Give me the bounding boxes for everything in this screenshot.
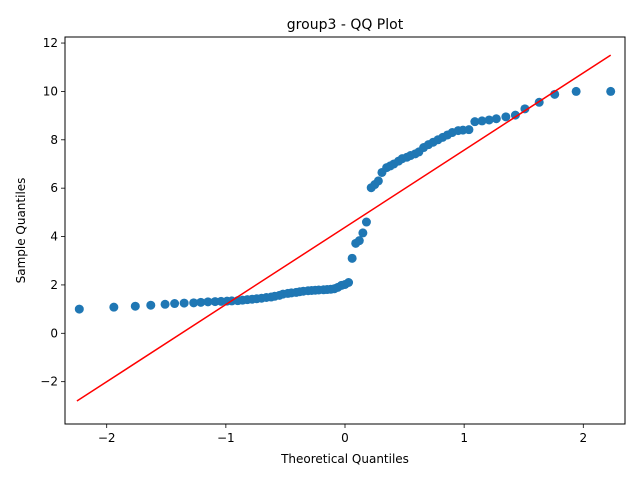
data-point bbox=[484, 115, 494, 125]
y-tick-label: −2 bbox=[40, 375, 58, 389]
y-tick-label: 10 bbox=[43, 84, 58, 98]
data-point bbox=[160, 299, 170, 309]
x-axis-label: Theoretical Quantiles bbox=[280, 452, 409, 466]
data-point bbox=[179, 298, 189, 308]
data-point bbox=[491, 114, 501, 124]
data-point bbox=[203, 297, 213, 307]
data-point bbox=[146, 300, 156, 310]
data-point bbox=[464, 125, 474, 135]
y-axis-label: Sample Quantiles bbox=[14, 178, 28, 284]
data-point bbox=[501, 112, 511, 122]
data-point bbox=[361, 217, 371, 227]
data-point bbox=[344, 278, 354, 288]
data-point bbox=[358, 228, 368, 238]
data-point bbox=[109, 302, 119, 312]
y-tick-label: 0 bbox=[50, 326, 58, 340]
chart-title: group3 - QQ Plot bbox=[287, 17, 404, 33]
data-point bbox=[470, 117, 480, 127]
axes-frame bbox=[64, 36, 626, 425]
data-point bbox=[520, 104, 530, 114]
x-tick-label: 0 bbox=[341, 431, 349, 445]
data-layer bbox=[74, 54, 616, 402]
y-tick-label: 4 bbox=[50, 230, 58, 244]
x-tick-label: 1 bbox=[460, 431, 468, 445]
data-point bbox=[571, 86, 581, 96]
x-tick-label: 2 bbox=[579, 431, 587, 445]
data-point bbox=[354, 236, 364, 246]
data-point bbox=[347, 253, 357, 263]
y-tick-label: 2 bbox=[50, 278, 58, 292]
data-point bbox=[606, 86, 616, 96]
x-tick-label: −1 bbox=[217, 431, 235, 445]
data-point bbox=[510, 110, 520, 120]
data-point bbox=[373, 176, 383, 186]
data-point bbox=[74, 304, 84, 314]
data-point bbox=[477, 116, 487, 126]
y-tick-label: 8 bbox=[50, 133, 58, 147]
data-point bbox=[130, 301, 140, 311]
y-tick-label: 6 bbox=[50, 181, 58, 195]
y-tick-label: 12 bbox=[43, 36, 58, 50]
data-point bbox=[170, 299, 180, 309]
data-point bbox=[196, 297, 206, 307]
x-tick-label: −2 bbox=[98, 431, 116, 445]
data-point bbox=[189, 298, 199, 308]
reference-line bbox=[76, 54, 612, 402]
